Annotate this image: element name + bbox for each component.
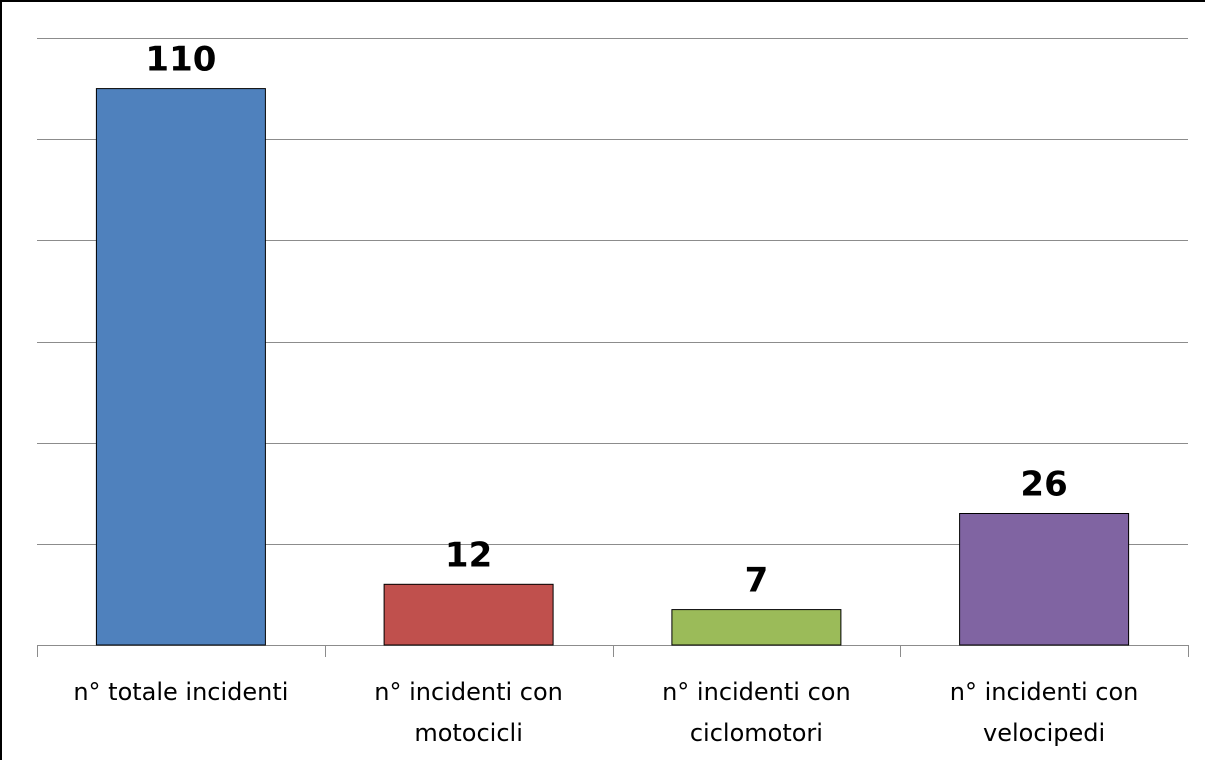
data-label: 26 — [1020, 465, 1067, 505]
data-label: 7 — [745, 561, 769, 601]
x-tick-label: velocipedi — [983, 719, 1105, 747]
x-tick-label: n° incidenti con — [662, 678, 851, 706]
x-tick-label: n° incidenti con — [374, 678, 563, 706]
bar — [95, 88, 266, 646]
data-label: 110 — [145, 40, 216, 80]
bar — [671, 609, 842, 646]
x-tick-label: ciclomotori — [690, 719, 823, 747]
x-tick-label: n° totale incidenti — [73, 678, 288, 706]
data-label: 12 — [445, 535, 492, 575]
x-tick-label: n° incidenti con — [950, 678, 1139, 706]
x-tick-label: motocicli — [414, 719, 523, 747]
bar — [383, 583, 554, 646]
bar — [959, 513, 1130, 646]
